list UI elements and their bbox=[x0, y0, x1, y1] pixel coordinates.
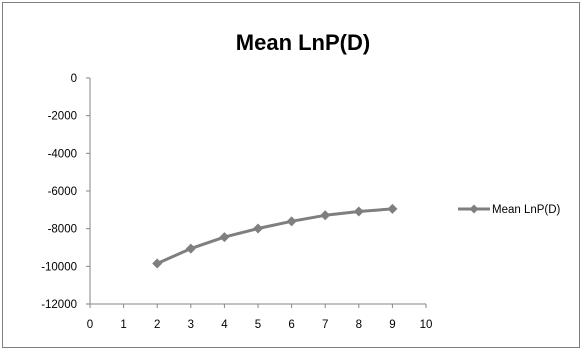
data-point-marker bbox=[253, 223, 263, 234]
y-tick-label: -8000 bbox=[48, 224, 77, 236]
x-tick-label: 7 bbox=[322, 319, 328, 331]
data-point-marker bbox=[353, 206, 364, 217]
x-tick-label: 2 bbox=[154, 319, 160, 331]
data-point-marker bbox=[219, 232, 230, 243]
y-tick-label: -10000 bbox=[41, 261, 77, 273]
data-point-marker bbox=[185, 243, 196, 254]
x-tick-label: 10 bbox=[420, 319, 433, 331]
data-point-marker bbox=[320, 210, 331, 221]
x-tick-label: 6 bbox=[288, 319, 294, 331]
series-line bbox=[156, 207, 393, 265]
x-tick-label: 0 bbox=[87, 319, 93, 331]
legend: Mean LnP(D) bbox=[458, 204, 561, 216]
series-layer bbox=[152, 203, 398, 269]
plot-area: 0 -2000 -4000 -6000 -8000 -10000 -12000 0 1 2 3 4 5 6… bbox=[41, 73, 432, 331]
chart-title: Mean LnP(D) bbox=[236, 30, 370, 55]
y-tick-label: 0 bbox=[71, 73, 77, 85]
x-tick-label: 8 bbox=[356, 319, 362, 331]
y-tick-label: -4000 bbox=[48, 148, 77, 160]
x-tick-label: 9 bbox=[389, 319, 395, 331]
x-tick-label: 4 bbox=[221, 319, 228, 331]
legend-marker bbox=[469, 204, 479, 214]
y-tick-label: -6000 bbox=[48, 186, 77, 198]
chart-frame bbox=[2, 2, 580, 348]
legend-label: Mean LnP(D) bbox=[492, 204, 561, 216]
data-point-marker bbox=[286, 216, 297, 227]
y-tick-label: -12000 bbox=[41, 299, 77, 311]
x-tick-label: 1 bbox=[120, 319, 126, 331]
x-tick-label: 3 bbox=[188, 319, 194, 331]
data-point-marker bbox=[152, 258, 163, 269]
data-point-marker bbox=[387, 203, 398, 214]
y-tick-label: -2000 bbox=[48, 111, 77, 123]
x-tick-label: 5 bbox=[255, 319, 261, 331]
